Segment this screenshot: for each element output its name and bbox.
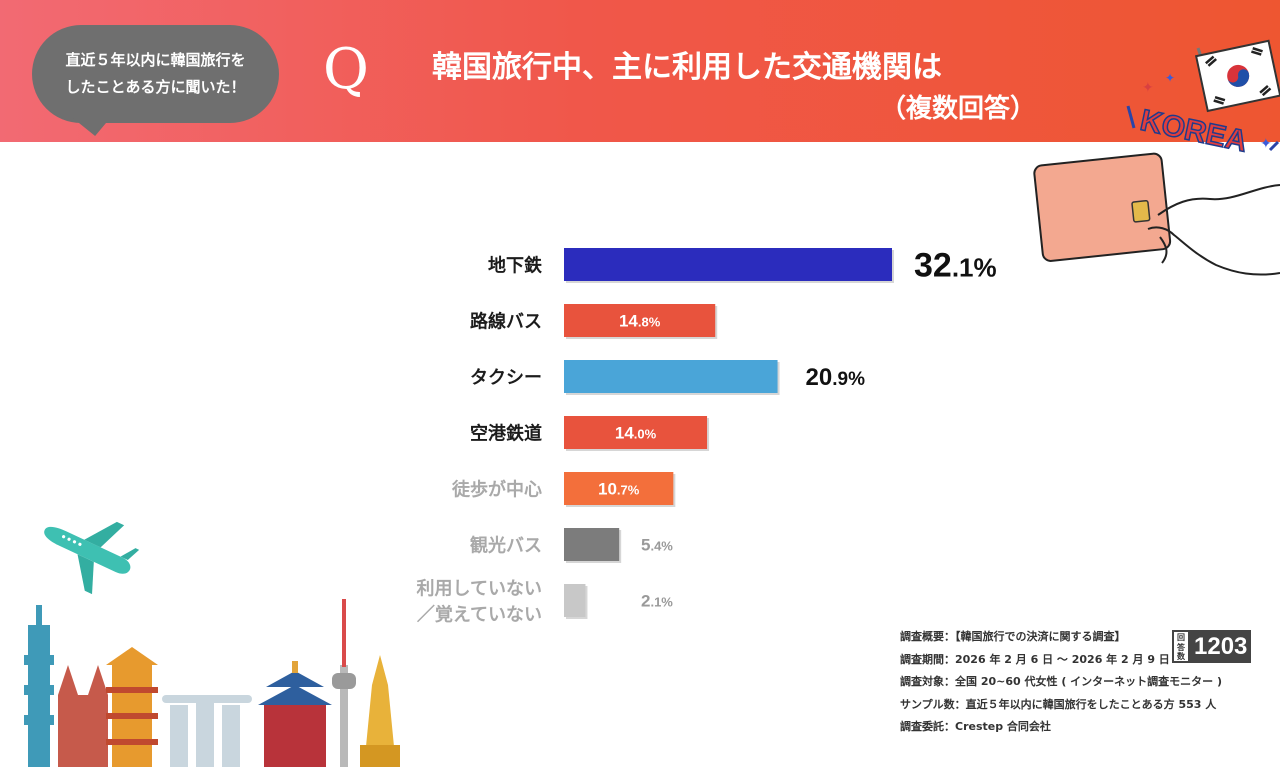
survey-summary: 調査概要：【韓国旅行での決済に関する調査】 — [900, 630, 1126, 643]
star-icon: ✦ — [1165, 71, 1175, 85]
star-icon: ✦ — [1142, 80, 1154, 96]
asian-landmarks-illustration — [24, 599, 400, 767]
category-label: 利用していない — [417, 578, 542, 600]
page-subtitle: （複数回答） — [880, 94, 1037, 124]
airplane-icon — [44, 521, 140, 595]
category-label: 路線バス — [470, 311, 542, 333]
survey-contractor: 調査委託：Crestep 合同会社 — [900, 720, 1051, 733]
bubble-line-2: したことある方に聞いた！ — [65, 78, 246, 96]
response-count-label: 回答数 — [1172, 630, 1190, 663]
value-label: 5.4% — [641, 536, 673, 555]
speech-bubble: 直近５年以内に韓国旅行を したことある方に聞いた！ — [32, 25, 279, 123]
value-label: 20.9% — [806, 364, 866, 391]
category-label: ／覚えていない — [417, 604, 542, 626]
category-label: 観光バス — [470, 535, 542, 557]
bubble-line-1: 直近５年以内に韓国旅行を — [65, 51, 246, 69]
value-label: 14.8% — [619, 312, 661, 331]
header-banner: 直近５年以内に韓国旅行を したことある方に聞いた！ Q 韓国旅行中、主に利用した… — [0, 0, 1280, 142]
bar — [564, 472, 674, 505]
bar — [564, 416, 708, 449]
question-mark-letter: Q — [323, 37, 369, 102]
bar — [564, 584, 586, 617]
survey-period: 調査期間：2026 年 2 月 6 日 ～ 2026 年 2 月 9 日 — [900, 652, 1170, 666]
survey-sample: サンプル数：直近５年以内に韓国旅行をしたことある方 553 人 — [900, 697, 1217, 711]
star-icon: ✦ — [1260, 136, 1272, 152]
page-title: 韓国旅行中、主に利用した交通機関は — [432, 50, 942, 85]
bar — [564, 304, 716, 337]
credit-card-icon — [1033, 152, 1280, 276]
survey-notes: 調査概要：【韓国旅行での決済に関する調査】 調査期間：2026 年 2 月 6 … — [900, 626, 1222, 739]
category-label: 空港鉄道 — [470, 423, 542, 445]
response-count-badge: 回答数 1203 — [1172, 630, 1252, 663]
value-label: 32.1% — [914, 247, 997, 285]
value-label: 2.1% — [641, 592, 673, 611]
value-label: 14.0% — [615, 424, 657, 443]
bar — [564, 360, 778, 393]
value-label: 10.7% — [598, 480, 640, 499]
korea-flag-icon: KOREA ✦ ✦ ✦ — [1126, 39, 1280, 159]
category-label: 地下鉄 — [488, 255, 542, 277]
survey-target: 調査対象：全国 20~60 代女性 ( インターネット調査モニター ) — [900, 675, 1223, 688]
bar — [564, 248, 892, 281]
category-label: タクシー — [470, 368, 542, 389]
response-count-value: 1203 — [1190, 630, 1252, 663]
bar — [564, 528, 620, 561]
category-label: 徒歩が中心 — [451, 479, 542, 501]
